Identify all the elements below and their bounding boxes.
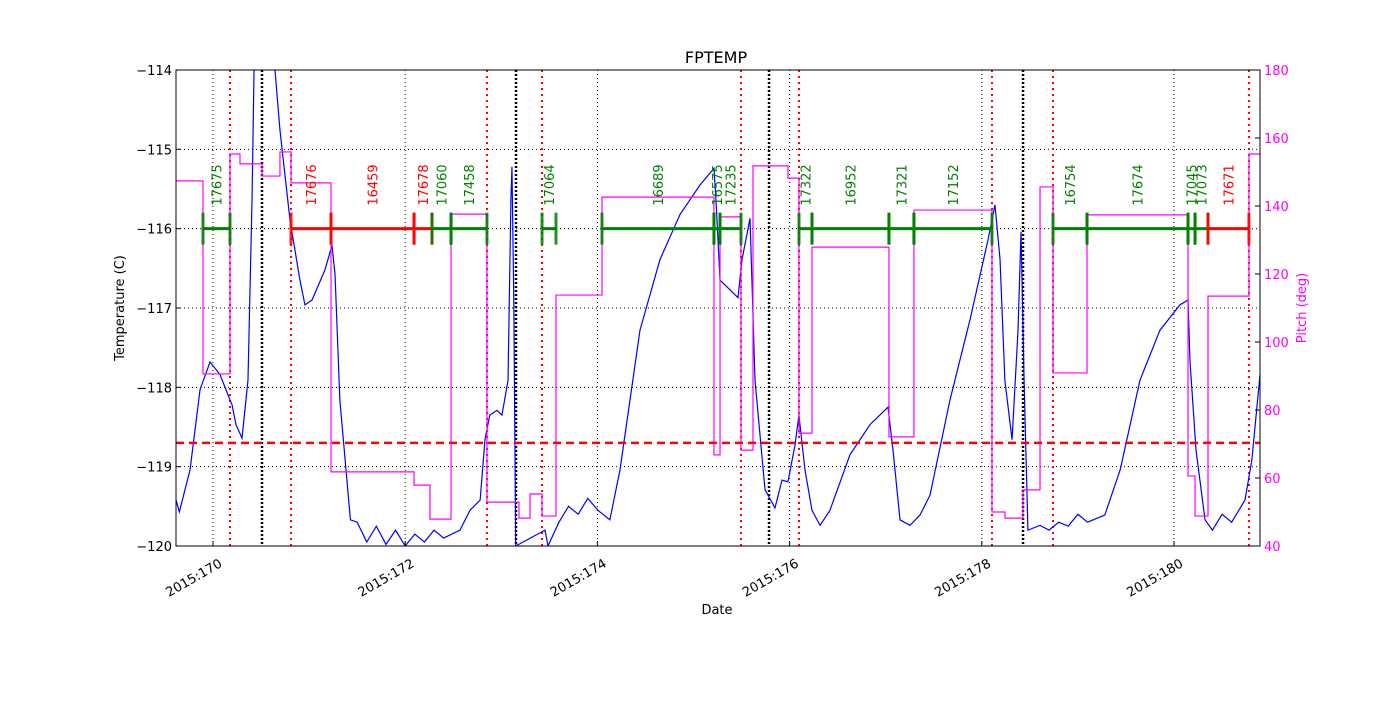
y2-tick-label: 80: [1264, 404, 1281, 419]
obsid-label: 17678: [417, 164, 432, 205]
y2-tick-label: 140: [1264, 200, 1289, 215]
y2-tick-label: 180: [1264, 64, 1289, 79]
y2-tick-label: 60: [1264, 472, 1281, 487]
x-axis-label: Date: [701, 603, 732, 618]
obsid-label: 17321: [895, 164, 910, 205]
obsid-label: 17045: [1186, 164, 1201, 205]
y-axis-label: Temperature (C): [113, 255, 128, 362]
obsid-label: 17671: [1222, 164, 1237, 205]
obsid-label: 17064: [543, 164, 558, 205]
obsid-label: 16754: [1064, 164, 1079, 205]
obsid-label: 17152: [947, 164, 962, 205]
y-tick-label: −115: [136, 143, 172, 158]
obsid-label: 17675: [211, 164, 226, 205]
y2-tick-label: 100: [1264, 336, 1289, 351]
y-tick-label: −119: [136, 461, 172, 476]
y-tick-label: −117: [136, 302, 172, 317]
y2-axis-label: Pitch (deg): [1295, 273, 1310, 343]
obsid-label: 17322: [799, 164, 814, 205]
y-tick-label: −116: [136, 223, 172, 238]
obsid-label: 17073: [1196, 164, 1211, 205]
plot-frame: [175, 69, 1261, 547]
obsid-label: 17676: [305, 164, 320, 205]
x-tick-label: 2015:180: [1125, 556, 1186, 600]
obsid-label: 17060: [436, 164, 451, 205]
temperature-line: [176, 70, 1260, 546]
obsid-label: 16952: [844, 164, 859, 205]
x-tick-label: 2015:170: [164, 556, 225, 600]
obsid-label: 17235: [724, 164, 739, 205]
chart-title: FPTEMP: [685, 48, 748, 67]
pitch-line: [176, 151, 1260, 520]
x-tick-label: 2015:176: [740, 556, 801, 600]
plot-area: [176, 70, 1260, 546]
obsid-label: 17458: [463, 164, 478, 205]
x-tick-label: 2015:172: [356, 556, 417, 600]
x-tick-label: 2015:174: [548, 556, 609, 600]
y-tick-label: −118: [136, 381, 172, 396]
obsid-label: 16689: [652, 164, 667, 205]
y-tick-label: −114: [136, 64, 172, 79]
y2-tick-label: 40: [1264, 540, 1281, 555]
y2-tick-label: 120: [1264, 268, 1289, 283]
obsid-label: 16459: [367, 164, 382, 205]
obsid-label: 16575: [711, 164, 726, 205]
obsid-label: 17674: [1132, 164, 1147, 205]
x-tick-label: 2015:178: [932, 556, 993, 600]
y2-tick-label: 160: [1264, 132, 1289, 147]
y-tick-label: −120: [136, 540, 172, 555]
